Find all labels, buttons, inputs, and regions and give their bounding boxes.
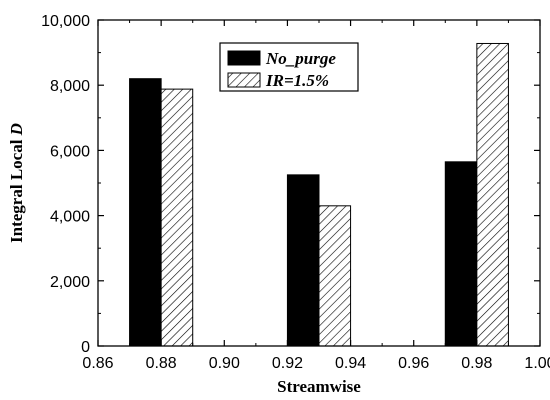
y-axis-title-text: Integral Local	[7, 135, 26, 243]
x-tick-label: 0.96	[398, 355, 429, 372]
bar-no-purge-1	[286, 174, 320, 347]
y-axis-title-symbol: D	[7, 123, 26, 136]
bar-ir-0	[160, 88, 194, 347]
y-tick-label: 6,000	[50, 143, 90, 160]
x-tick-label: 0.90	[209, 355, 240, 372]
x-tick-label: 0.92	[272, 355, 303, 372]
y-tick-label: 10,000	[41, 13, 90, 30]
y-tick-label: 8,000	[50, 78, 90, 95]
y-tick-label: 0	[81, 339, 90, 356]
legend-swatch-no-purge	[227, 50, 261, 66]
x-tick-label: 0.94	[335, 355, 366, 372]
legend: No_purge IR=1.5%	[219, 42, 359, 92]
legend-swatch-ir	[227, 72, 261, 88]
x-tick-label: 0.98	[461, 355, 492, 372]
bar-ir-1	[318, 205, 352, 347]
y-tick-label: 2,000	[50, 274, 90, 291]
x-axis-title: Streamwise	[277, 377, 361, 396]
bar-no-purge-2	[444, 161, 478, 347]
y-axis-title: Integral Local D	[7, 123, 26, 243]
x-tick-label: 0.86	[82, 355, 113, 372]
bar-ir-2	[476, 42, 509, 347]
legend-label-no-purge: No_purge	[265, 49, 336, 68]
x-tick-label: 0.88	[146, 355, 177, 372]
y-tick-label: 4,000	[50, 209, 90, 226]
legend-label-ir: IR=1.5%	[265, 71, 329, 90]
bars-layer	[129, 42, 509, 347]
ticks-layer: 0.86 0.88 0.90 0.92 0.94 0.96 0.98 1.00 0 2,000 4,…	[41, 13, 550, 372]
bar-no-purge-0	[129, 78, 162, 347]
x-tick-label: 1.00	[524, 355, 550, 372]
